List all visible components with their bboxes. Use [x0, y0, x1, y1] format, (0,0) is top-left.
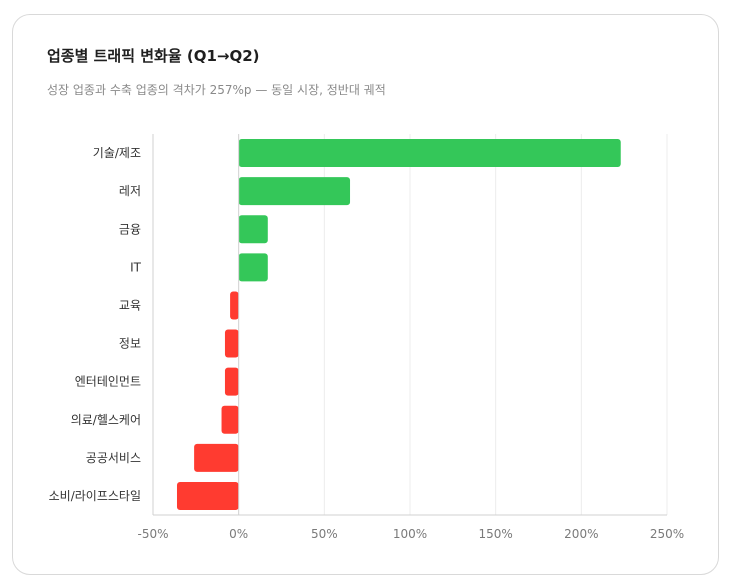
x-tick-label-5: 200% — [564, 527, 598, 541]
bar-9 — [176, 481, 239, 510]
x-tick-label-3: 100% — [393, 527, 427, 541]
bar-7 — [221, 405, 239, 434]
chart-title: 업종별 트래픽 변화율 (Q1→Q2) — [47, 47, 260, 65]
x-tick-label-6: 250% — [650, 527, 684, 541]
category-label-6: 엔터테인먼트 — [75, 375, 141, 389]
x-tick-label-2: 50% — [311, 527, 338, 541]
category-label-5: 정보 — [119, 337, 141, 351]
bar-8 — [194, 443, 239, 472]
category-label-9: 소비/라이프스타일 — [49, 489, 141, 503]
bar-4 — [230, 291, 239, 320]
category-label-0: 기술/제조 — [93, 146, 141, 160]
bar-1 — [238, 177, 351, 206]
category-label-7: 의료/헬스케어 — [71, 413, 141, 427]
bar-0 — [238, 139, 621, 168]
category-label-1: 레저 — [119, 184, 141, 198]
bar-3 — [238, 253, 268, 282]
x-tick-label-4: 150% — [479, 527, 513, 541]
category-label-4: 교육 — [119, 298, 141, 312]
x-tick-label-1: 0% — [229, 527, 248, 541]
chart-subtitle: 성장 업종과 수축 업종의 격차가 257%p — 동일 시장, 정반대 궤적 — [47, 83, 386, 97]
chart-card: 업종별 트래픽 변화율 (Q1→Q2) 성장 업종과 수축 업종의 격차가 25… — [12, 14, 719, 575]
bar-6 — [224, 367, 239, 396]
category-label-3: IT — [130, 260, 142, 274]
bar-5 — [224, 329, 239, 358]
category-label-2: 금융 — [119, 222, 141, 236]
category-label-8: 공공서비스 — [86, 451, 141, 465]
bar-2 — [238, 215, 268, 244]
x-tick-label-0: -50% — [137, 527, 168, 541]
